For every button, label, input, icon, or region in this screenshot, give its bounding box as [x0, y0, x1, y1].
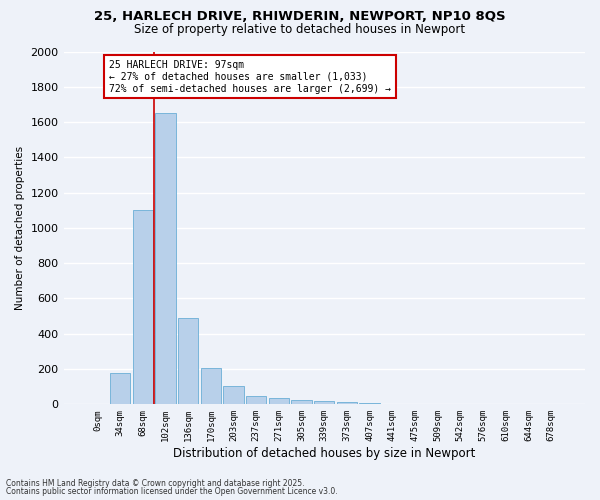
Bar: [178, 318, 199, 404]
Bar: [223, 386, 244, 404]
X-axis label: Distribution of detached houses by size in Newport: Distribution of detached houses by size …: [173, 447, 475, 460]
Y-axis label: Number of detached properties: Number of detached properties: [15, 146, 25, 310]
Text: 25 HARLECH DRIVE: 97sqm
← 27% of detached houses are smaller (1,033)
72% of semi: 25 HARLECH DRIVE: 97sqm ← 27% of detache…: [109, 60, 391, 94]
Text: Contains public sector information licensed under the Open Government Licence v3: Contains public sector information licen…: [6, 487, 338, 496]
Bar: [246, 396, 266, 404]
Bar: [269, 398, 289, 404]
Bar: [200, 368, 221, 405]
Bar: [292, 400, 312, 404]
Text: Contains HM Land Registry data © Crown copyright and database right 2025.: Contains HM Land Registry data © Crown c…: [6, 478, 305, 488]
Bar: [314, 401, 334, 404]
Text: Size of property relative to detached houses in Newport: Size of property relative to detached ho…: [134, 22, 466, 36]
Bar: [359, 402, 380, 404]
Bar: [133, 210, 153, 404]
Bar: [155, 113, 176, 405]
Text: 25, HARLECH DRIVE, RHIWDERIN, NEWPORT, NP10 8QS: 25, HARLECH DRIVE, RHIWDERIN, NEWPORT, N…: [94, 10, 506, 23]
Bar: [110, 374, 130, 404]
Bar: [337, 402, 357, 404]
